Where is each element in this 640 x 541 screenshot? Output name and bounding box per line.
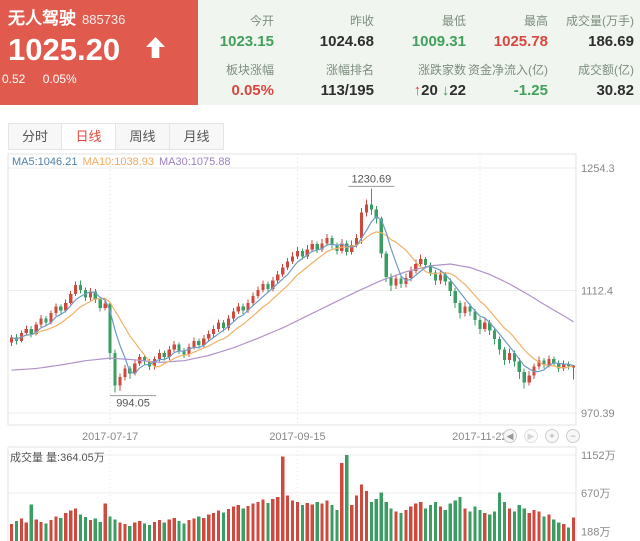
change-row: 0.52 0.05% [2,72,190,86]
tab-3[interactable]: 月线 [170,123,224,150]
price-change-pct: 0.05% [42,72,77,86]
stat-value: 1024.68 [319,33,374,50]
header: 无人驾驶 885736 1025.20 0.52 0.05% 今开 昨收 最低 最高 成交… [0,0,640,105]
ma30-line [11,263,574,371]
svg-text:670万: 670万 [581,488,610,500]
quote-box: 无人驾驶 885736 1025.20 0.52 0.05% [0,0,198,105]
chart-zoom-in-button[interactable]: + [545,429,559,443]
svg-text:970.39: 970.39 [581,408,615,420]
stat-label: 昨收 [349,14,374,28]
svg-text:2017-07-17: 2017-07-17 [82,431,138,443]
stat-value: 113/195 [320,82,374,99]
svg-text:2017-09-15: 2017-09-15 [269,431,325,443]
svg-text:1112.4: 1112.4 [581,285,613,297]
stock-code: 885736 [82,12,126,27]
svg-text:994.05: 994.05 [116,398,150,410]
down-count-icon: ↓ [441,82,450,99]
stat-label: 最低 [441,14,466,28]
ma10-line [11,231,574,369]
ma-legend-item: MA10:1038.93 [82,156,154,168]
ma-legend: MA5:1046.21 MA10:1038.93 MA30:1075.88 [12,156,236,168]
chart-zoom-out-button[interactable]: − [566,429,580,443]
svg-text:188万: 188万 [581,527,610,539]
svg-text:1152万: 1152万 [581,450,616,462]
stats-panel: 今开 昨收 最低 最高 成交量(万手) 1023.15 1024.68 1009.31 1025… [198,0,640,105]
stat-label: 涨跌家数 [417,63,466,77]
stock-name: 无人驾驶 [8,9,76,28]
stat-value: -1.25 [513,82,548,99]
price-annotations: 1230.69 994.05 [110,173,395,410]
stat-label: 涨幅排名 [325,63,374,77]
ma-legend-item: MA5:1046.21 [12,156,78,168]
stat-label: 成交量(万手) [566,14,634,28]
ma-legend-item: MA30:1075.88 [159,156,231,168]
volume-layer [9,455,576,541]
stat-value: 1009.31 [411,33,466,50]
chart-area: 1254.3 1112.4 970.39 1152万 670万 188万 2017-07-1… [0,152,640,541]
stat-value: 30.82 [596,82,634,99]
ma5-line [11,215,574,375]
svg-text:2017-11-22: 2017-11-22 [452,431,507,443]
stat-label: 板块涨幅 [225,63,274,77]
period-tabs: 分时 日线 周线 月线 [8,123,640,150]
volume-label: 成交量 量:364.05万 [10,452,105,464]
axis-labels: 1254.3 1112.4 970.39 1152万 670万 188万 2017-07-1… [82,163,616,539]
tab-0[interactable]: 分时 [8,123,62,150]
svg-text:1230.69: 1230.69 [352,173,392,185]
stat-value: 0.05% [231,82,274,99]
stat-label: 最高 [523,14,548,28]
tab-1[interactable]: 日线 [62,123,116,150]
chart-nav-buttons: ◀ ▶ + − [503,429,587,443]
price-volume-chart[interactable]: 1254.3 1112.4 970.39 1152万 670万 188万 2017-07-1… [0,152,640,541]
stat-value: 1023.15 [219,33,274,50]
current-price: 1025.20 [8,32,121,67]
candlestick-layer [9,188,576,393]
stat-label: 成交额(亿) [578,63,634,77]
stat-label: 资金净流入(亿) [468,63,548,77]
price-row: 1025.20 [8,33,190,67]
chart-prev-button[interactable]: ◀ [503,429,517,443]
stat-value: ↑20 ↓22 [413,82,466,99]
stock-name-row: 无人驾驶 885736 [8,9,190,30]
svg-text:1254.3: 1254.3 [581,163,615,175]
price-change: 0.52 [2,72,26,86]
stat-value: 186.69 [588,33,634,50]
grid-layer [7,153,577,541]
stat-value: 1025.78 [493,33,548,50]
up-arrow-icon [146,37,166,63]
chart-next-button[interactable]: ▶ [524,429,538,443]
stat-label: 今开 [249,14,274,28]
up-count-icon: ↑ [413,82,422,99]
tab-2[interactable]: 周线 [116,123,170,150]
